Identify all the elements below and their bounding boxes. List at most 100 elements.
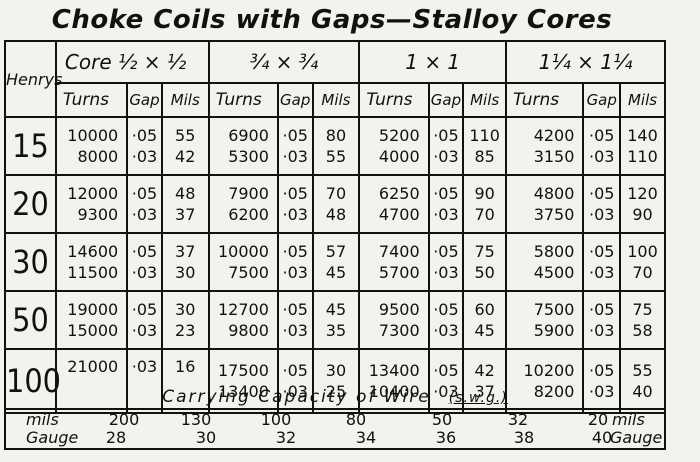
mils-value: 55 <box>325 147 347 166</box>
gap-value: ·03 <box>433 263 459 282</box>
cell-mils: 90 70 <box>462 174 508 234</box>
gap-value: ·03 <box>282 205 308 224</box>
cell-gap: ·05·03 <box>582 232 622 292</box>
gap-value: ·03 <box>131 357 158 376</box>
gauge-value: 28 <box>105 428 127 447</box>
cell-turns: 4200 3150 <box>505 116 585 176</box>
mils-value: 23 <box>175 321 196 340</box>
mils-value: 37 <box>175 242 196 261</box>
subheader-gap: Gap <box>582 82 622 118</box>
gap-value: ·03 <box>589 147 615 166</box>
cell-gap: ·05·03 <box>427 348 465 414</box>
mils-value: 50 <box>474 263 495 282</box>
turns-value: 6200 <box>228 205 269 224</box>
gap-value: ·05 <box>589 361 615 380</box>
cell-mils: 75 58 <box>619 290 666 350</box>
turns-value: 3150 <box>533 147 575 166</box>
mils-value: 100 <box>260 410 292 429</box>
gap-value: ·05 <box>282 184 308 203</box>
cell-mils: 45 35 <box>311 290 361 350</box>
table-title: Choke Coils with Gaps—Stalloy Cores <box>51 5 613 35</box>
cell-turns: 10200 8200 <box>505 348 585 414</box>
cell-gap: ·05·03 <box>427 290 465 350</box>
gap-value: ·05 <box>131 300 158 319</box>
wire-capacity-section: Carrying Capacity of Wire (s.w.g.) mils 20… <box>4 386 666 450</box>
gap-value: ·05 <box>131 242 158 261</box>
cell-gap: ·05·03 <box>126 232 163 292</box>
turns-value: 10000 <box>67 126 119 145</box>
mils-value: 35 <box>325 321 347 340</box>
gap-value: ·05 <box>589 126 615 145</box>
gap-value: ·05 <box>433 300 459 319</box>
gap-value: ·05 <box>282 126 308 145</box>
mils-value: 100 <box>627 242 658 261</box>
gap-value: ·03 <box>589 321 615 340</box>
mils-value: 110 <box>469 126 500 145</box>
gap-value: ·03 <box>131 321 158 340</box>
cell-gap: ·05·03 <box>276 232 314 292</box>
gap-value: ·03 <box>433 382 459 401</box>
mils-value: 90 <box>474 184 495 203</box>
choke-coil-table: Henrys Core ½ × ½ ¾ × ¾ 1 × 1 1¼ × 1¼ Tu… <box>4 40 666 414</box>
gap-value: ·03 <box>282 382 308 401</box>
gap-value: ·03 <box>589 382 615 401</box>
cell-mils: 37 30 <box>160 232 210 292</box>
gap-value: ·05 <box>282 242 308 261</box>
mils-value: 55 <box>175 126 196 145</box>
mils-value: 30 <box>175 300 196 319</box>
gauge-label: Gauge <box>26 428 79 447</box>
mils-value: 48 <box>325 205 347 224</box>
cell-gap: ·05·03 <box>276 290 314 350</box>
cell-turns: 6250 4700 <box>358 174 430 234</box>
mils-value: 48 <box>175 184 196 203</box>
turns-value: 17500 <box>218 361 269 380</box>
turns-value: 7500 <box>533 300 575 319</box>
mils-value: 20 <box>587 410 609 429</box>
henrys-value: 30 <box>4 232 57 292</box>
turns-value: 7400 <box>378 242 420 261</box>
core-header-3: 1¼ × 1¼ <box>505 40 666 84</box>
cell-mils: 30 23 <box>160 290 210 350</box>
mils-value: 55 <box>632 361 653 380</box>
mils-value: 70 <box>325 184 347 203</box>
mils-value: 25 <box>325 382 347 401</box>
core-header-2: 1 × 1 <box>358 40 508 84</box>
turns-value: 5200 <box>378 126 420 145</box>
gap-value: ·05 <box>433 126 459 145</box>
gauge-value: 40 <box>591 428 613 447</box>
cell-gap: ·05·03 <box>126 290 163 350</box>
cell-mils: 30 25 <box>311 348 361 414</box>
gap-value: ·03 <box>282 321 308 340</box>
subheader-mils: Mils <box>462 82 508 118</box>
turns-value: 6900 <box>228 126 269 145</box>
gap-value: ·05 <box>589 242 615 261</box>
cell-turns: 19000 15000 <box>54 290 129 350</box>
wire-gauge-row: Gauge 28 30 32 34 36 38 40 Gauge <box>6 428 664 448</box>
cell-turns: 5800 4500 <box>505 232 585 292</box>
turns-value: 4000 <box>378 147 420 166</box>
mils-value: 75 <box>474 242 495 261</box>
turns-value: 21000 <box>67 357 119 376</box>
turns-value: 6250 <box>378 184 420 203</box>
turns-value: 9300 <box>77 205 119 224</box>
gauge-value: 32 <box>275 428 297 447</box>
cell-gap: ·05·03 <box>276 348 314 414</box>
turns-value: 10000 <box>218 242 269 261</box>
mils-value: 30 <box>175 263 196 282</box>
cell-mils: 48 37 <box>160 174 210 234</box>
turns-value: 8000 <box>77 147 119 166</box>
mils-value: 70 <box>632 263 653 282</box>
gauge-value: 34 <box>355 428 377 447</box>
cell-gap: ·05·03 <box>126 174 163 234</box>
gap-value: ·03 <box>282 263 308 282</box>
cell-gap: ·05·03 <box>276 174 314 234</box>
henrys-value: 20 <box>4 174 57 234</box>
cell-mils: 80 55 <box>311 116 361 176</box>
mils-value: 45 <box>325 300 347 319</box>
subheader-turns: Turns <box>358 82 430 118</box>
mils-value: 37 <box>474 382 495 401</box>
henrys-value: 50 <box>4 290 57 350</box>
turns-value: 4700 <box>378 205 420 224</box>
core-header-1: ¾ × ¾ <box>207 40 361 84</box>
mils-value: 42 <box>175 147 196 166</box>
